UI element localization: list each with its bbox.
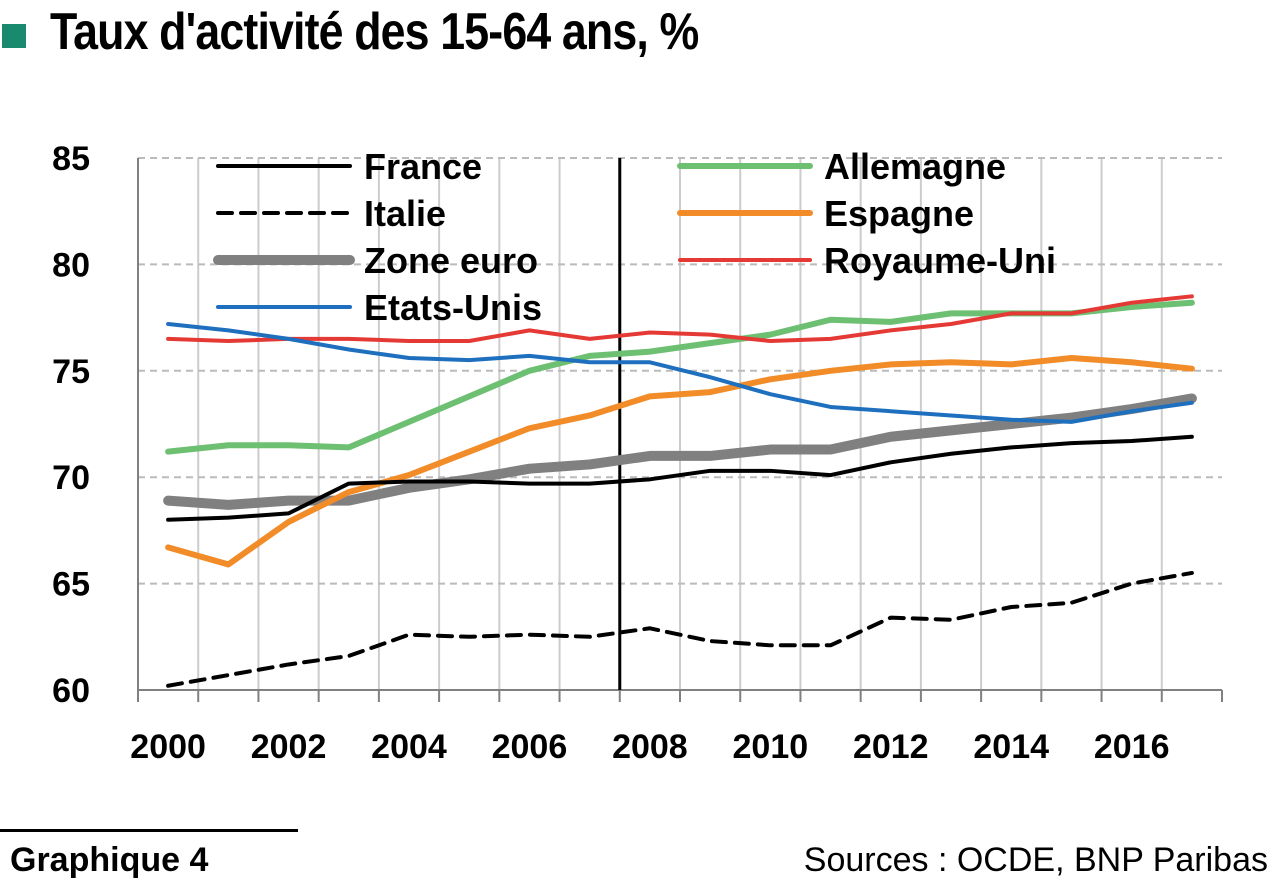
x-tick-label: 2010 xyxy=(733,728,809,766)
legend-label-italie: Italie xyxy=(364,193,446,234)
series-line-etats-unis xyxy=(166,321,1194,424)
y-tick-label: 70 xyxy=(52,459,90,497)
title-marker xyxy=(2,24,26,48)
x-tick-label: 2004 xyxy=(371,728,447,766)
legend-label-espagne: Espagne xyxy=(824,193,974,234)
legend-label-royaume-uni: Royaume-Uni xyxy=(824,240,1056,281)
x-tick-label: 2014 xyxy=(973,728,1049,766)
y-tick-label: 85 xyxy=(52,140,90,178)
chart-title: Taux d'activité des 15-64 ans, % xyxy=(50,3,699,61)
y-tick-label: 60 xyxy=(52,672,90,710)
series-lines xyxy=(163,294,1197,688)
series-line-italie xyxy=(166,570,1194,688)
legend: France Allemagne Italie Espagne Zone euro Roy… xyxy=(213,146,1056,328)
graph-label: Graphique 4 xyxy=(10,841,209,879)
y-tick-label: 80 xyxy=(52,246,90,284)
x-tick-label: 2016 xyxy=(1094,728,1170,766)
x-tick-label: 2012 xyxy=(853,728,929,766)
y-tick-label: 75 xyxy=(52,353,90,391)
footer-rule xyxy=(0,829,298,832)
legend-label-zone-euro: Zone euro xyxy=(364,240,538,281)
series-line-royaume-uni xyxy=(166,294,1194,344)
series-line-zone-euro xyxy=(163,393,1197,510)
y-tick-label: 65 xyxy=(52,566,90,604)
x-tick-label: 2002 xyxy=(251,728,327,766)
series-line-espagne xyxy=(165,355,1195,568)
legend-label-etats-unis: Etats-Unis xyxy=(364,287,542,328)
gridlines xyxy=(138,157,1222,690)
sources-note: Sources : OCDE, BNP Paribas xyxy=(803,841,1268,879)
x-tick-label: 2006 xyxy=(492,728,568,766)
series-line-france xyxy=(166,434,1194,522)
legend-label-allemagne: Allemagne xyxy=(824,146,1006,187)
legend-label-france: France xyxy=(364,146,482,187)
x-tick-label: 2008 xyxy=(612,728,688,766)
x-tick-label: 2000 xyxy=(130,728,206,766)
axes: 60 65 70 75 80 85 2000 2002 2004 2006 2008 2010 2012… xyxy=(52,140,1223,766)
